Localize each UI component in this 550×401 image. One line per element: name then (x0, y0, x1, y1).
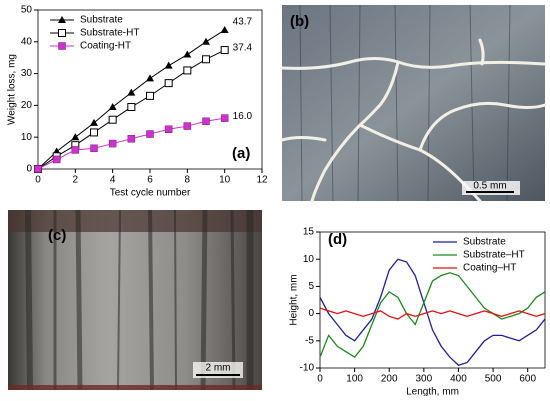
marker (146, 91, 154, 100)
panel-label: (a) (232, 145, 250, 162)
value-label: 37.4 (233, 43, 253, 54)
x-tick-label: 4 (110, 175, 116, 186)
marker (183, 50, 192, 58)
x-tick-label: 2 (73, 175, 79, 186)
y-tick-label: 0 (308, 308, 314, 319)
marker (90, 118, 98, 126)
photo-b (280, 4, 547, 203)
series-line (319, 272, 546, 358)
marker (58, 42, 66, 50)
x-axis-label: Test cycle number (110, 188, 191, 199)
panel-label: (d) (328, 231, 347, 248)
legend-label: Substrate-HT (80, 28, 139, 39)
x-tick-label: 12 (256, 175, 268, 186)
value-label: 43.7 (233, 17, 253, 28)
marker (58, 16, 66, 23)
x-tick-label: 100 (346, 374, 363, 385)
legend-label: Coating-HT (80, 41, 131, 52)
marker (202, 55, 210, 64)
y-tick-label: 10 (303, 254, 315, 265)
marker (108, 139, 117, 148)
y-tick-label: 50 (21, 5, 33, 16)
x-tick-label: 0 (317, 374, 323, 385)
panel-label: (c) (48, 227, 66, 244)
legend-label: Coating–HT (463, 263, 516, 274)
value-label: 16.0 (233, 111, 253, 122)
marker (71, 146, 80, 154)
scale-bar-label: 2 mm (206, 363, 231, 374)
x-tick-label: 200 (381, 374, 398, 385)
marker (90, 144, 98, 153)
plot-area (319, 231, 546, 369)
panel-label: (b) (290, 13, 309, 30)
marker (164, 79, 173, 88)
x-tick-label: 0 (35, 175, 41, 186)
marker (58, 29, 66, 37)
y-tick-label: -5 (305, 335, 314, 346)
marker (146, 74, 154, 82)
marker (108, 102, 117, 110)
marker (220, 46, 229, 55)
x-tick-label: 600 (519, 374, 536, 385)
legend-label: Substrate (80, 15, 123, 26)
series-line (319, 258, 546, 367)
marker (127, 88, 136, 96)
legend-label: Substrate–HT (463, 250, 525, 261)
scale-bar-label: 0.5 mm (473, 181, 506, 192)
x-axis-label: Length, mm (406, 387, 459, 396)
y-tick-label: 10 (21, 132, 33, 143)
x-tick-label: 300 (416, 374, 433, 385)
marker (90, 128, 98, 137)
x-tick-label: 10 (219, 175, 231, 186)
x-tick-label: 6 (147, 175, 153, 186)
marker (183, 122, 192, 130)
y-tick-label: 0 (26, 164, 32, 175)
legend-label: Substrate (463, 237, 506, 248)
y-axis-label: Weight loss, mg (7, 54, 18, 125)
marker (127, 102, 136, 111)
marker (146, 130, 154, 138)
marker (164, 125, 173, 133)
series-line (37, 29, 225, 170)
marker (164, 61, 173, 69)
marker (202, 117, 210, 126)
marker (127, 135, 136, 143)
y-axis-label: Height, mm (289, 274, 300, 325)
marker (52, 155, 61, 164)
y-tick-label: 20 (21, 100, 33, 111)
marker (220, 26, 229, 34)
x-tick-label: 400 (450, 374, 467, 385)
y-tick-label: 30 (21, 68, 33, 79)
marker (108, 115, 117, 124)
marker (71, 133, 80, 141)
y-tick-label: 5 (308, 281, 314, 292)
photo-c (8, 209, 262, 391)
y-tick-label: -10 (300, 363, 315, 374)
y-tick-label: 15 (303, 227, 315, 238)
marker (34, 165, 42, 173)
marker (220, 114, 229, 122)
series-line (319, 307, 546, 320)
y-tick-label: 40 (21, 36, 33, 47)
x-tick-label: 500 (485, 374, 502, 385)
x-tick-label: 8 (185, 175, 191, 186)
marker (202, 37, 210, 45)
marker (183, 66, 192, 75)
series-line (37, 117, 225, 170)
